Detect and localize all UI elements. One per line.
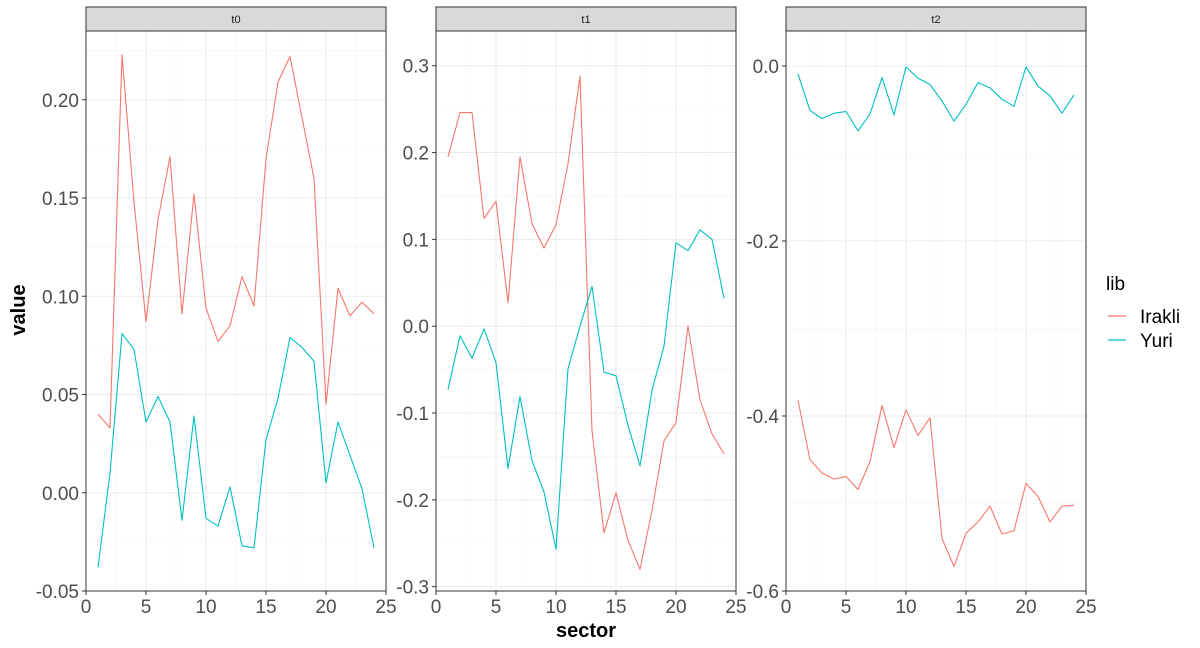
x-tick-label: 0: [781, 597, 792, 618]
x-tick-label: 20: [665, 597, 686, 618]
x-axis-title: sector: [556, 620, 616, 642]
y-tick-label: -0.2: [746, 232, 779, 253]
legend-label: Yuri: [1140, 331, 1173, 352]
y-axis-title: value: [8, 284, 30, 335]
x-tick-label: 5: [491, 597, 502, 618]
series-line-yuri: [797, 66, 1075, 132]
x-tick-label: 15: [605, 597, 626, 618]
y-tick-label: 0.00: [42, 484, 79, 505]
legend-entry-irakli: Irakli: [1108, 307, 1180, 328]
y-tick-label: -0.2: [396, 491, 429, 512]
panel-t0: t0 -0.05 0.00 0.05 0.10 0.15 0.20 0 5 10 15 20 25: [36, 6, 397, 618]
y-tick-label: 0.05: [42, 386, 79, 407]
facet-strip: [785, 6, 1087, 32]
series-line-irakli: [447, 75, 725, 570]
x-tick-label: 20: [1015, 597, 1036, 618]
facet-strip: [435, 6, 737, 32]
x-tick-label: 5: [841, 597, 852, 618]
y-tick-label: -0.1: [396, 404, 429, 425]
y-tick-label: 0.15: [42, 189, 79, 210]
y-tick-label: -0.4: [746, 407, 779, 428]
x-tick-label: 10: [895, 597, 916, 618]
legend-label: Irakli: [1140, 307, 1180, 328]
legend-title: lib: [1106, 274, 1125, 295]
y-tick-label: -0.3: [396, 578, 429, 599]
y-tick-label: 0.10: [42, 287, 79, 308]
panel-t2: t2 -0.6 -0.4 -0.2 0.0 0 5 10 15 20 25: [746, 6, 1097, 618]
y-tick-label: 0.2: [403, 144, 429, 165]
x-tick-label: 5: [141, 597, 152, 618]
legend: lib Irakli Yuri: [1106, 274, 1180, 352]
facet-strip-label: t1: [581, 14, 590, 26]
panel-t1: t1 -0.3 -0.2 -0.1 0.0 0.1 0.2 0.3 0 5 10 15 20 25: [396, 6, 747, 618]
series-line-irakli: [797, 400, 1075, 568]
y-tick-label: 0.1: [403, 230, 429, 251]
x-tick-label: 15: [955, 597, 976, 618]
y-tick-label: 0.0: [403, 317, 429, 338]
facet-strip-label: t0: [231, 14, 240, 26]
x-tick-label: 10: [195, 597, 216, 618]
x-tick-label: 0: [431, 597, 442, 618]
x-tick-label: 25: [725, 597, 746, 618]
x-tick-label: 10: [545, 597, 566, 618]
y-tick-label: -0.05: [36, 582, 79, 603]
series-line-irakli: [97, 54, 375, 429]
y-tick-label: 0.0: [753, 57, 779, 78]
x-tick-label: 0: [81, 597, 92, 618]
x-tick-label: 25: [375, 597, 396, 618]
y-tick-label: 0.20: [42, 91, 79, 112]
series-line-yuri: [97, 333, 375, 568]
y-tick-label: -0.6: [746, 582, 779, 603]
x-tick-label: 15: [255, 597, 276, 618]
facet-strip: [85, 6, 387, 32]
series-line-yuri: [447, 229, 725, 550]
facet-strip-label: t2: [931, 14, 940, 26]
x-tick-label: 25: [1075, 597, 1096, 618]
panels: t0-0.050.000.050.100.150.200 5 10 15 20 25t1-…: [36, 6, 1097, 618]
y-tick-label: 0.3: [403, 57, 429, 78]
legend-entry-yuri: Yuri: [1108, 331, 1173, 352]
x-tick-label: 20: [315, 597, 336, 618]
